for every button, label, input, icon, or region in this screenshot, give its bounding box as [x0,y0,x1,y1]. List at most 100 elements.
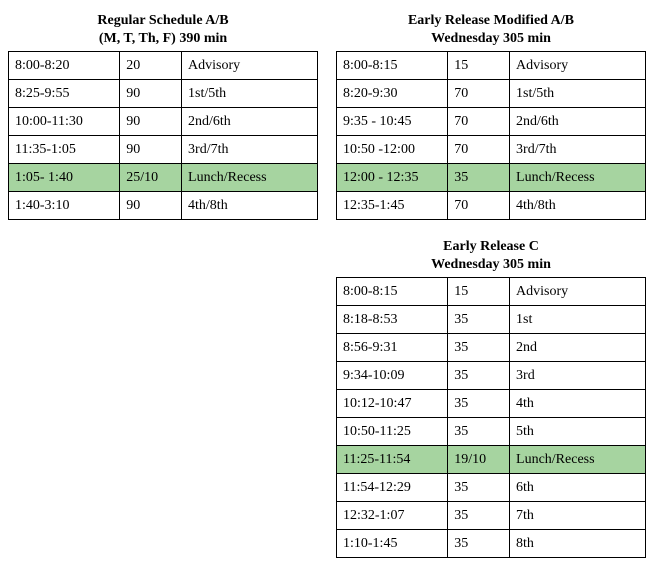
cell-duration: 35 [448,502,510,530]
cell-duration: 35 [448,306,510,334]
cell-duration: 70 [448,192,510,220]
table-row: 10:12-10:47354th [337,390,646,418]
cell-label: 4th [510,390,646,418]
table-row: 8:20-9:30701st/5th [337,80,646,108]
early-ab-title-line2: Wednesday 305 min [431,31,551,46]
cell-time: 8:56-9:31 [337,334,448,362]
cell-label: 3rd/7th [182,136,318,164]
cell-label: 5th [510,418,646,446]
cell-label: 8th [510,530,646,558]
early-c-title: Early Release C Wednesday 305 min [336,238,646,273]
cell-time: 12:00 - 12:35 [337,164,448,192]
table-row: 1:05- 1:4025/10Lunch/Recess [9,164,318,192]
table-row: 10:50 -12:00703rd/7th [337,136,646,164]
cell-time: 11:54-12:29 [337,474,448,502]
early-c-table: 8:00-8:1515Advisory8:18-8:53351st8:56-9:… [336,277,646,558]
cell-label: 3rd [510,362,646,390]
schedule-grid: Regular Schedule A/B (M, T, Th, F) 390 m… [8,12,638,558]
cell-duration: 15 [448,52,510,80]
cell-duration: 35 [448,390,510,418]
table-row: 10:50-11:25355th [337,418,646,446]
cell-duration: 90 [120,136,182,164]
table-row: 8:00-8:2020Advisory [9,52,318,80]
cell-time: 9:34-10:09 [337,362,448,390]
cell-label: Advisory [510,52,646,80]
cell-label: Advisory [182,52,318,80]
early-c-title-line2: Wednesday 305 min [431,257,551,272]
table-row: 12:00 - 12:3535Lunch/Recess [337,164,646,192]
cell-time: 8:00-8:20 [9,52,120,80]
table-row: 12:32-1:07357th [337,502,646,530]
cell-time: 9:35 - 10:45 [337,108,448,136]
table-row: 8:00-8:1515Advisory [337,278,646,306]
cell-duration: 35 [448,334,510,362]
cell-duration: 35 [448,474,510,502]
cell-time: 1:10-1:45 [337,530,448,558]
cell-duration: 35 [448,164,510,192]
cell-duration: 20 [120,52,182,80]
table-row: 1:40-3:10904th/8th [9,192,318,220]
cell-duration: 90 [120,108,182,136]
table-row: 9:34-10:09353rd [337,362,646,390]
cell-label: 1st/5th [510,80,646,108]
early-ab-schedule: Early Release Modified A/B Wednesday 305… [336,12,646,220]
cell-duration: 15 [448,278,510,306]
cell-duration: 35 [448,362,510,390]
cell-time: 8:20-9:30 [337,80,448,108]
table-row: 8:25-9:55901st/5th [9,80,318,108]
cell-time: 11:25-11:54 [337,446,448,474]
regular-title-line2: (M, T, Th, F) 390 min [99,31,227,46]
regular-title: Regular Schedule A/B (M, T, Th, F) 390 m… [8,12,318,47]
cell-time: 10:50-11:25 [337,418,448,446]
table-row: 9:35 - 10:45702nd/6th [337,108,646,136]
cell-label: Advisory [510,278,646,306]
cell-time: 11:35-1:05 [9,136,120,164]
table-row: 1:10-1:45358th [337,530,646,558]
table-row: 8:00-8:1515Advisory [337,52,646,80]
table-row: 10:00-11:30902nd/6th [9,108,318,136]
cell-time: 8:25-9:55 [9,80,120,108]
cell-duration: 70 [448,136,510,164]
cell-label: 2nd [510,334,646,362]
cell-label: Lunch/Recess [182,164,318,192]
cell-duration: 25/10 [120,164,182,192]
cell-time: 10:12-10:47 [337,390,448,418]
cell-label: 4th/8th [182,192,318,220]
cell-duration: 35 [448,530,510,558]
cell-label: 1st [510,306,646,334]
early-ab-title-line1: Early Release Modified A/B [408,13,574,28]
table-row: 11:54-12:29356th [337,474,646,502]
cell-label: 4th/8th [510,192,646,220]
table-row: 8:56-9:31352nd [337,334,646,362]
cell-label: 7th [510,502,646,530]
regular-table: 8:00-8:2020Advisory8:25-9:55901st/5th10:… [8,51,318,220]
cell-duration: 90 [120,80,182,108]
early-c-title-line1: Early Release C [443,239,539,254]
cell-label: 6th [510,474,646,502]
regular-schedule: Regular Schedule A/B (M, T, Th, F) 390 m… [8,12,318,220]
cell-duration: 90 [120,192,182,220]
table-row: 11:35-1:05903rd/7th [9,136,318,164]
cell-duration: 70 [448,80,510,108]
cell-label: Lunch/Recess [510,164,646,192]
cell-label: Lunch/Recess [510,446,646,474]
cell-time: 12:32-1:07 [337,502,448,530]
cell-time: 8:00-8:15 [337,52,448,80]
early-ab-title: Early Release Modified A/B Wednesday 305… [336,12,646,47]
cell-time: 12:35-1:45 [337,192,448,220]
cell-time: 10:50 -12:00 [337,136,448,164]
table-row: 11:25-11:5419/10Lunch/Recess [337,446,646,474]
cell-label: 2nd/6th [510,108,646,136]
cell-duration: 35 [448,418,510,446]
regular-title-line1: Regular Schedule A/B [97,13,228,28]
cell-time: 8:00-8:15 [337,278,448,306]
cell-time: 8:18-8:53 [337,306,448,334]
cell-label: 1st/5th [182,80,318,108]
table-row: 8:18-8:53351st [337,306,646,334]
cell-time: 1:40-3:10 [9,192,120,220]
early-c-schedule: Early Release C Wednesday 305 min 8:00-8… [336,238,646,558]
cell-label: 2nd/6th [182,108,318,136]
cell-label: 3rd/7th [510,136,646,164]
cell-time: 10:00-11:30 [9,108,120,136]
cell-duration: 19/10 [448,446,510,474]
